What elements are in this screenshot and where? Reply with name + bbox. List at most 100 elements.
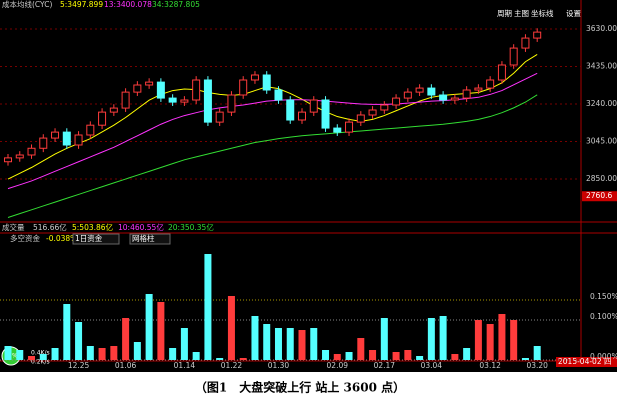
- dropdown[interactable]: [72, 233, 120, 245]
- bar: [28, 356, 36, 360]
- bar: [110, 346, 118, 360]
- bar: [345, 352, 353, 360]
- candle-body: [286, 99, 295, 121]
- candle-body: [415, 87, 424, 93]
- bar: [404, 350, 412, 360]
- bar: [227, 296, 235, 360]
- bar: [427, 318, 435, 360]
- bar: [463, 348, 471, 360]
- candle-body: [380, 104, 389, 111]
- x-tick-label: 03.04: [421, 361, 443, 370]
- bar: [274, 328, 282, 360]
- ma-line: [7, 72, 538, 190]
- bar: [39, 354, 47, 360]
- candle-body: [486, 79, 495, 89]
- bar: [416, 356, 424, 360]
- candle-body: [509, 47, 518, 66]
- toolbar-button[interactable]: 周期: [497, 9, 512, 18]
- candle-body: [462, 89, 471, 99]
- bar: [145, 294, 153, 360]
- candle-body: [39, 137, 48, 149]
- x-tick-label: 02.09: [327, 361, 349, 370]
- candle-body: [333, 127, 342, 133]
- candle-body: [74, 134, 83, 146]
- candle-body: [345, 121, 354, 133]
- candle-body: [450, 97, 459, 101]
- candle-body: [133, 84, 142, 93]
- ma-line: [7, 94, 538, 218]
- candle-body: [98, 111, 107, 126]
- volume-label: 成交量: [2, 222, 25, 232]
- y-tick-label: 0.150%: [590, 292, 617, 301]
- bar: [486, 324, 494, 360]
- bar: [4, 346, 12, 360]
- bar: [133, 342, 141, 360]
- bar: [357, 338, 365, 360]
- dropdown[interactable]: [129, 233, 171, 245]
- bar: [75, 322, 83, 360]
- candle-body: [180, 99, 189, 103]
- candle-body: [239, 79, 248, 96]
- y-tick-label: 3630.00: [586, 24, 617, 33]
- dropdown-label[interactable]: 网格柱: [132, 233, 155, 243]
- candle-body: [321, 99, 330, 129]
- toolbar-button[interactable]: 设置: [566, 8, 581, 18]
- toolbar-button[interactable]: 坐标线: [531, 8, 554, 18]
- volume-ma: 10:460.55亿: [118, 222, 164, 232]
- ma-legend: 5:3497.899: [60, 0, 103, 9]
- x-tick-label: 03.12: [479, 361, 501, 370]
- candle-body: [368, 109, 377, 116]
- candle-body: [427, 87, 436, 96]
- bar: [333, 354, 341, 360]
- volume-ma: 5:503.86亿: [72, 222, 114, 232]
- bar: [380, 318, 388, 360]
- y-tick-label: 3045.00: [586, 137, 617, 146]
- x-tick-label: 01.14: [174, 361, 196, 370]
- candle-body: [262, 74, 271, 91]
- bar: [510, 320, 518, 360]
- bar: [216, 358, 224, 360]
- x-tick-label: 01.30: [268, 361, 290, 370]
- low-marker-box: [582, 191, 617, 202]
- y-tick-label: 0.000%: [590, 352, 617, 361]
- candle-body: [156, 81, 165, 99]
- bar: [310, 328, 318, 360]
- candle-body: [298, 111, 306, 121]
- candle-body: [86, 124, 95, 136]
- caption: （图1 大盘突破上行 站上 3600 点）: [195, 380, 405, 395]
- bar: [239, 358, 247, 360]
- bar: [474, 320, 482, 360]
- speed-up: 0.4K/s: [31, 350, 50, 357]
- low-marker-label: 2760.6: [586, 191, 612, 200]
- bar: [204, 254, 212, 360]
- candle-body: [27, 147, 36, 156]
- bar: [98, 348, 106, 360]
- candle-body: [274, 89, 283, 101]
- bar: [263, 324, 271, 360]
- candle-body: [533, 31, 542, 39]
- bar: [298, 330, 306, 360]
- bar: [157, 302, 165, 360]
- bar: [51, 348, 59, 360]
- bar: [86, 346, 94, 360]
- candle-body: [215, 111, 224, 123]
- candle-body: [250, 74, 259, 81]
- y-tick-label: 3240.00: [586, 99, 617, 108]
- bar: [498, 314, 506, 360]
- bar: [451, 354, 459, 360]
- bar: [286, 328, 294, 360]
- candle-body: [203, 79, 212, 123]
- dropdown-label[interactable]: 1日资金: [75, 233, 103, 243]
- candle-body: [168, 97, 177, 103]
- candle-body: [309, 99, 318, 113]
- candle-body: [192, 79, 201, 101]
- toolbar-button[interactable]: 主图: [514, 8, 529, 18]
- bar: [392, 352, 400, 360]
- ma-legend: 13:3400.078: [104, 0, 152, 9]
- bar: [63, 304, 71, 360]
- x-tick-label: 02.17: [374, 361, 396, 370]
- volume-ma: 20:350.35亿: [168, 222, 214, 232]
- candle-body: [497, 64, 506, 81]
- bar: [322, 350, 330, 360]
